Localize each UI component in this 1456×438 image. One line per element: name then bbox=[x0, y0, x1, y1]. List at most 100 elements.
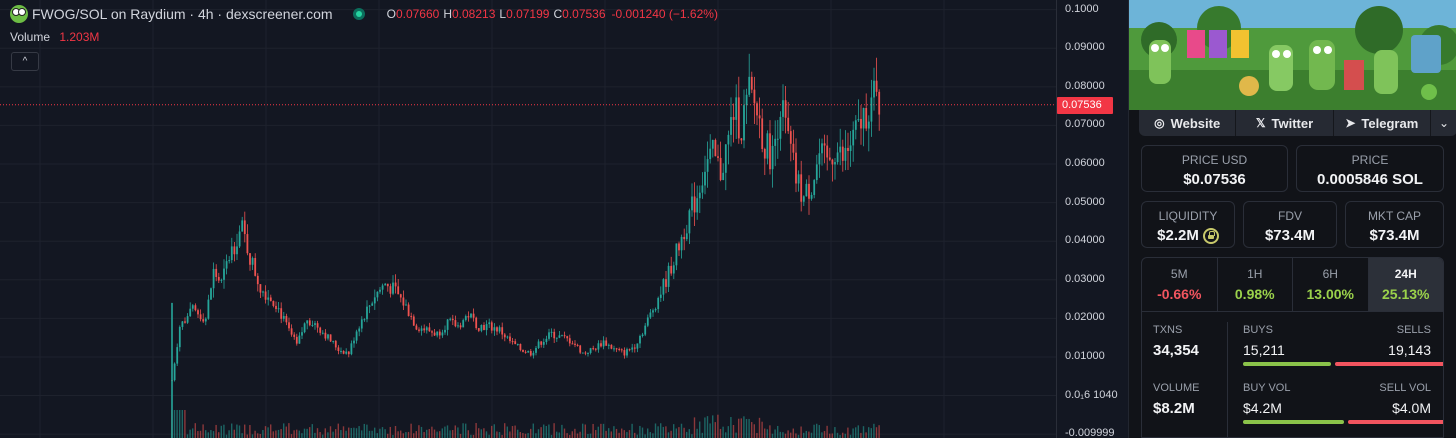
volume-bar bbox=[771, 433, 774, 438]
volume-bar bbox=[579, 431, 581, 438]
volume-bar bbox=[654, 423, 657, 438]
volume-bar bbox=[722, 426, 724, 438]
candle-body bbox=[256, 275, 259, 285]
candle-body bbox=[701, 185, 704, 193]
price-axis[interactable]: 0.1000 0.09000 0.08000 0.07000 0.06000 0.0500… bbox=[1056, 0, 1124, 438]
candle-body bbox=[176, 347, 179, 364]
volume-bar bbox=[186, 434, 189, 438]
tab-24h[interactable]: 24H 25.13% bbox=[1368, 258, 1443, 311]
candle-body bbox=[691, 196, 693, 211]
candle-body bbox=[758, 115, 761, 119]
volume-bar bbox=[696, 428, 698, 438]
volume-bar bbox=[350, 427, 352, 438]
volume-bar bbox=[535, 433, 537, 438]
price-chart[interactable]: FWOG/SOL on Raydium · 4h · dexscreener.c… bbox=[0, 0, 1056, 438]
candle-body bbox=[597, 343, 600, 350]
volume-bar bbox=[181, 410, 183, 438]
candle-body bbox=[852, 129, 855, 146]
candle-body bbox=[241, 220, 244, 232]
candle-body bbox=[327, 334, 329, 339]
candle-body bbox=[488, 322, 491, 325]
volume-bar bbox=[428, 429, 430, 438]
candle-body bbox=[449, 318, 452, 320]
volume-bar bbox=[374, 427, 376, 438]
candle-body bbox=[433, 332, 436, 336]
buys-value: 15,211 bbox=[1243, 342, 1285, 358]
fdv-label: FDV bbox=[1278, 209, 1302, 223]
volume-bar bbox=[719, 428, 722, 438]
volume-bar bbox=[322, 434, 324, 438]
sells-value: 19,143 bbox=[1388, 342, 1431, 358]
candle-body bbox=[558, 335, 561, 338]
volume-bar bbox=[433, 429, 436, 438]
candle-body bbox=[405, 304, 407, 306]
collapse-legend-button[interactable]: ^ bbox=[11, 52, 39, 71]
candle-body bbox=[706, 159, 709, 172]
volume-bar bbox=[173, 410, 176, 438]
volume-bar bbox=[670, 430, 672, 438]
candle-body bbox=[652, 310, 654, 313]
candle-body bbox=[376, 291, 379, 298]
tab-1h[interactable]: 1H 0.98% bbox=[1218, 258, 1293, 311]
volume-bar bbox=[756, 432, 758, 438]
candle-body bbox=[321, 332, 324, 334]
volume-bar bbox=[418, 425, 420, 438]
volume-bar bbox=[394, 425, 397, 438]
candle-body bbox=[873, 80, 875, 98]
candle-body bbox=[776, 138, 779, 140]
candle-body bbox=[584, 352, 587, 354]
volume-bar bbox=[407, 431, 410, 438]
candle-body bbox=[329, 334, 332, 342]
volume-bar bbox=[392, 434, 394, 438]
candle-body bbox=[251, 258, 254, 265]
volume-bar bbox=[706, 416, 709, 438]
volume-bar bbox=[868, 427, 870, 438]
twitter-link-button[interactable]: 𝕏 Twitter bbox=[1236, 110, 1334, 136]
pair-info-panel: ◎ Website 𝕏 Twitter ➤ Telegram ⌄ PRICE U… bbox=[1128, 0, 1456, 438]
volume-bar bbox=[667, 432, 670, 438]
volume-bar bbox=[353, 427, 355, 438]
volume-bar bbox=[608, 428, 610, 438]
volume-bar bbox=[337, 423, 339, 438]
market-status-icon[interactable] bbox=[352, 8, 365, 20]
candle-body bbox=[792, 143, 795, 153]
candle-body bbox=[672, 265, 675, 274]
volume-bar bbox=[831, 433, 833, 438]
volume-bar bbox=[420, 426, 423, 438]
candle-body bbox=[646, 317, 649, 326]
candle-body bbox=[698, 192, 701, 199]
candle-body bbox=[574, 343, 576, 345]
website-link-button[interactable]: ◎ Website bbox=[1139, 110, 1237, 136]
candle-body bbox=[215, 268, 218, 277]
volume-bar bbox=[673, 424, 675, 438]
volume-bar bbox=[504, 423, 506, 438]
sells-label: SELLS bbox=[1396, 324, 1431, 336]
candle-body bbox=[462, 320, 465, 328]
volume-bar bbox=[709, 423, 711, 438]
candle-body bbox=[602, 340, 605, 347]
volume-bar bbox=[498, 432, 501, 438]
candle-body bbox=[275, 305, 277, 310]
tab-6h[interactable]: 6H 13.00% bbox=[1293, 258, 1369, 311]
volume-bar bbox=[842, 432, 844, 438]
more-links-button[interactable]: ⌄ bbox=[1431, 110, 1456, 136]
tab-5m[interactable]: 5M -0.66% bbox=[1142, 258, 1218, 311]
lock-icon[interactable] bbox=[1202, 227, 1219, 244]
volume-bar bbox=[652, 433, 654, 438]
candle-body bbox=[823, 143, 826, 146]
twitter-link-label: Twitter bbox=[1271, 115, 1314, 131]
candle-body bbox=[545, 338, 548, 342]
candle-body bbox=[761, 118, 764, 149]
volume-bar bbox=[306, 428, 308, 438]
candle-body bbox=[563, 335, 566, 337]
volume-bar bbox=[270, 424, 272, 438]
volume-bar bbox=[285, 426, 287, 438]
volume-bar bbox=[621, 428, 623, 438]
telegram-link-button[interactable]: ➤ Telegram bbox=[1334, 110, 1431, 136]
candle-body bbox=[236, 246, 238, 255]
volume-bar bbox=[699, 421, 701, 438]
tab-1h-change: 0.98% bbox=[1234, 286, 1275, 302]
volume-bar bbox=[829, 433, 831, 438]
candle-body bbox=[301, 332, 303, 336]
candlestick-chart-svg[interactable] bbox=[0, 0, 1056, 438]
